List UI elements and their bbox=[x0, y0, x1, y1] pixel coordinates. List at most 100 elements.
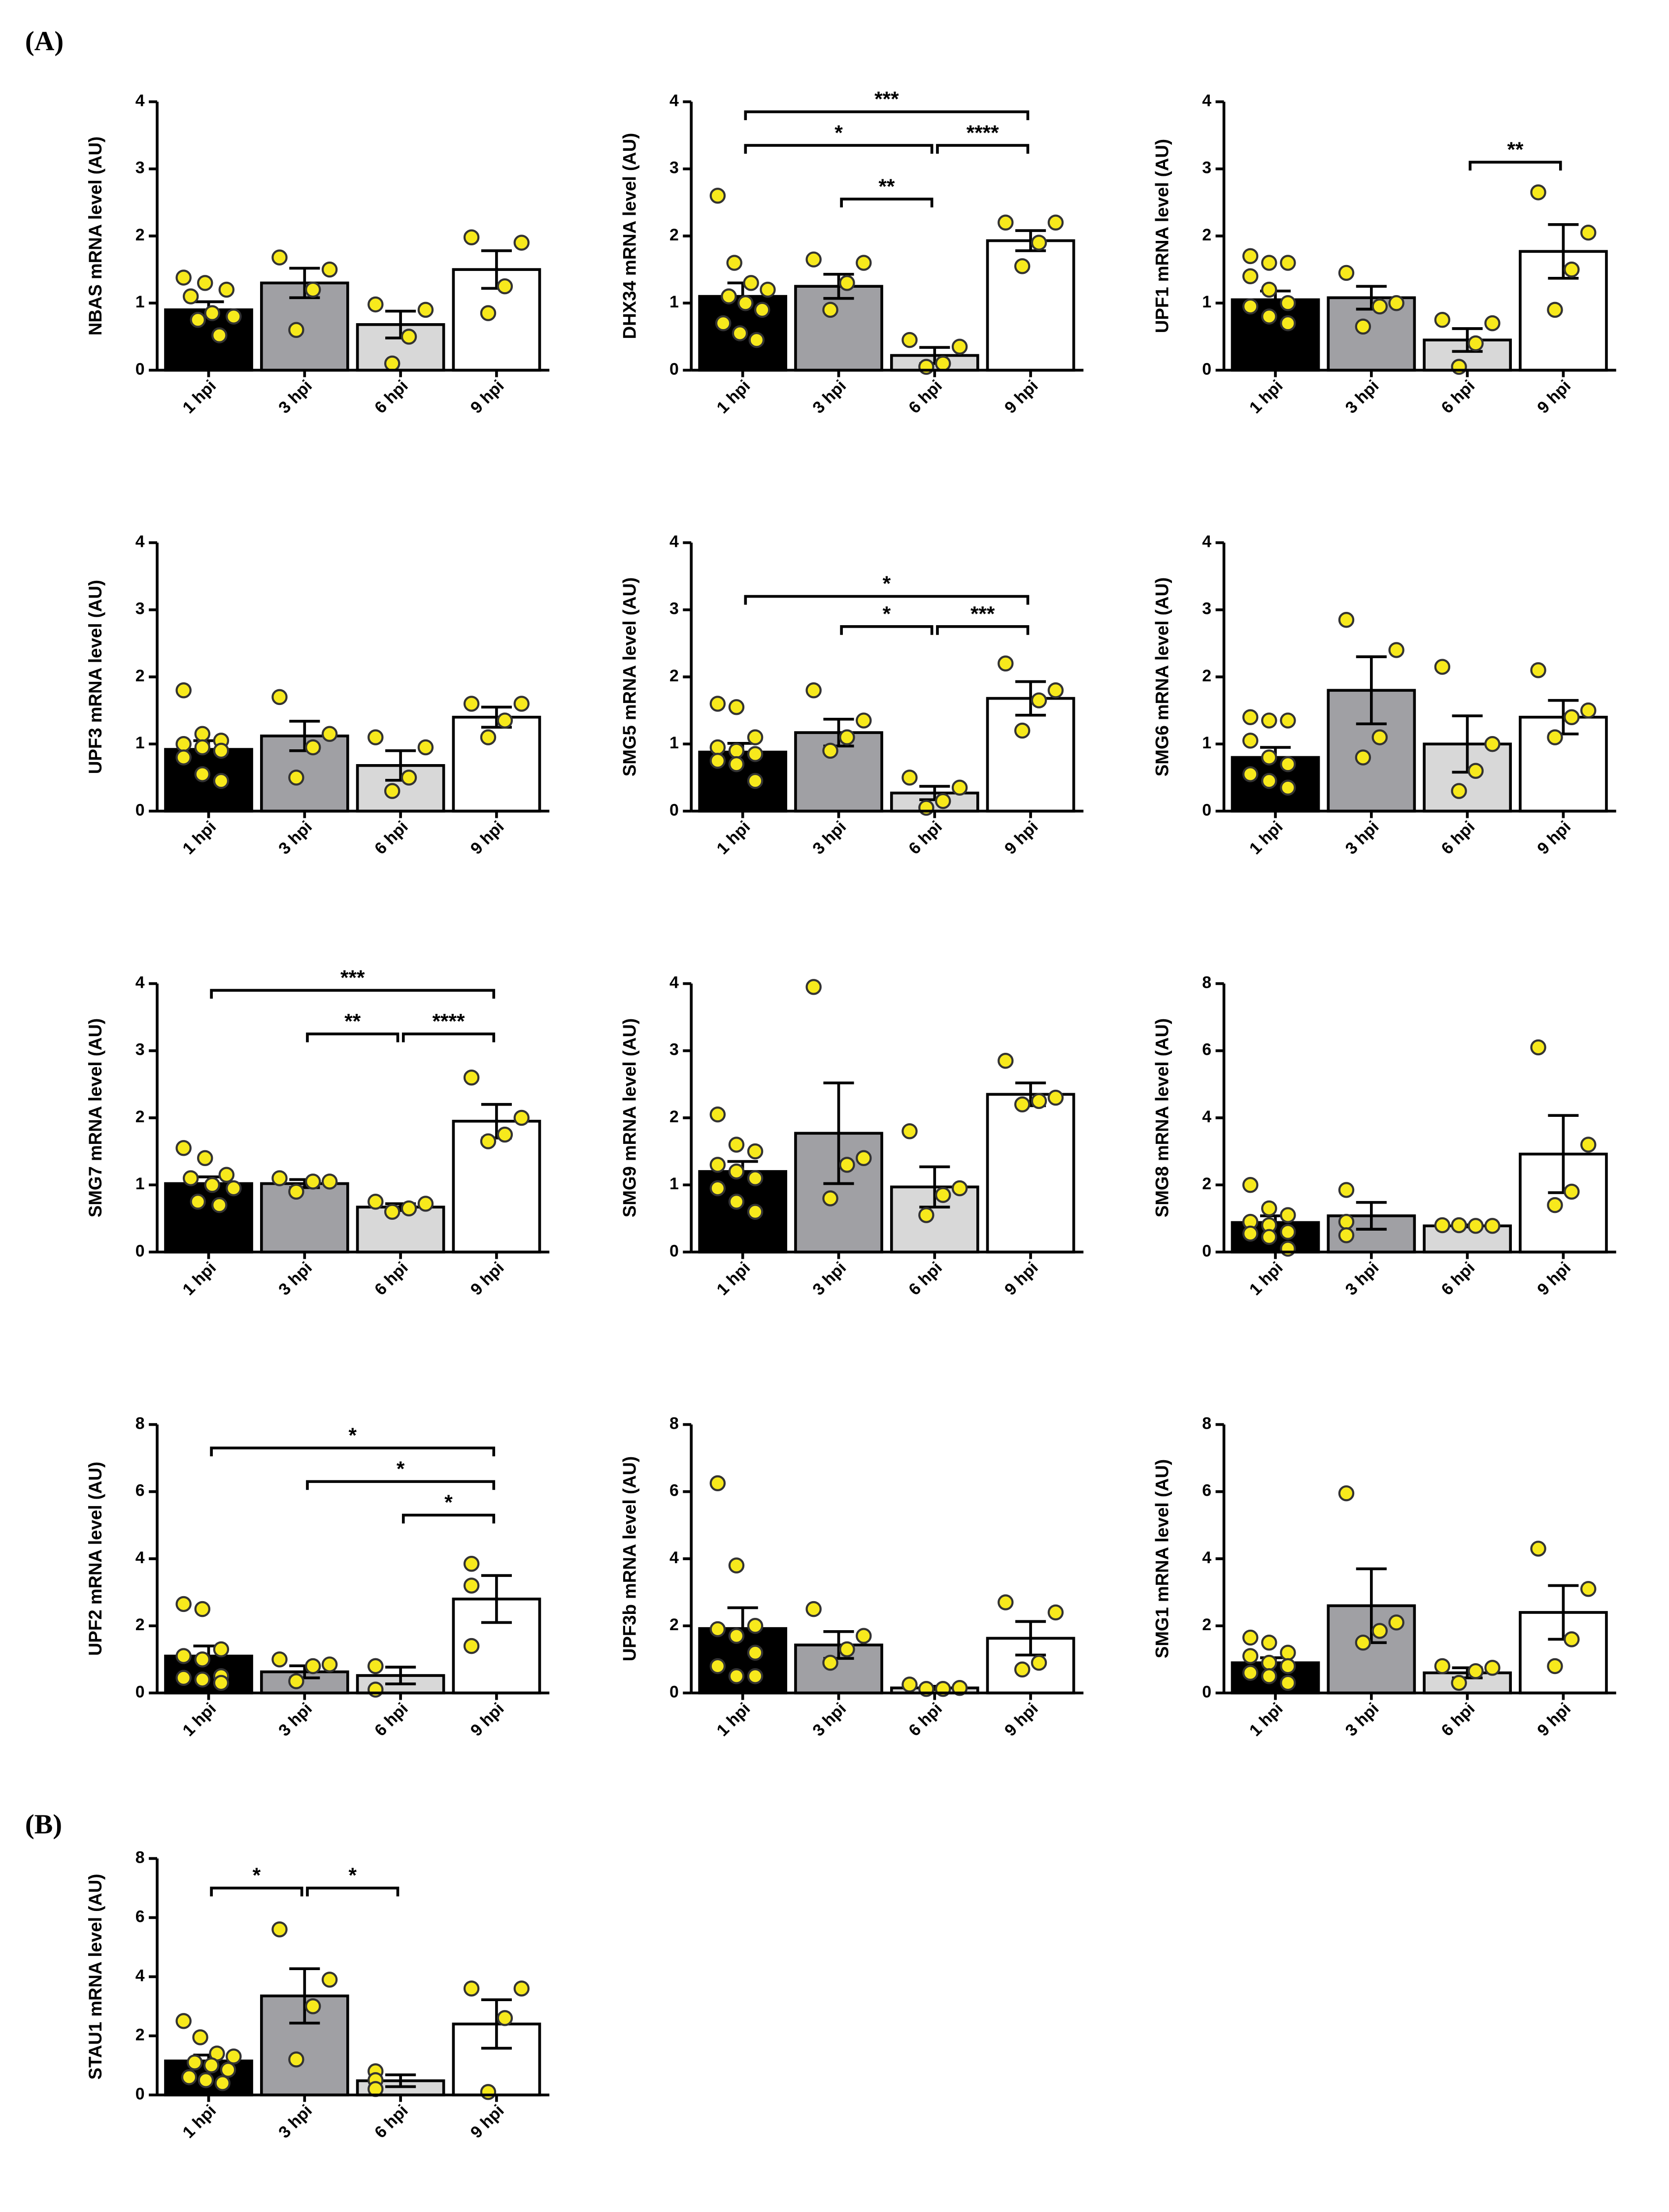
data-point bbox=[951, 1180, 968, 1197]
data-point bbox=[321, 261, 338, 278]
data-point bbox=[1280, 1644, 1296, 1661]
significance-bracket bbox=[744, 144, 934, 154]
data-point bbox=[918, 800, 935, 816]
data-point bbox=[175, 269, 192, 286]
significance-bracket bbox=[840, 198, 934, 208]
data-point bbox=[417, 1196, 434, 1212]
data-point bbox=[305, 1173, 321, 1190]
significance-label: * bbox=[883, 603, 891, 626]
data-point bbox=[728, 1194, 745, 1210]
data-point bbox=[709, 1621, 726, 1638]
data-point bbox=[805, 682, 822, 699]
data-point bbox=[1242, 1629, 1259, 1646]
data-point bbox=[747, 1170, 764, 1186]
data-point bbox=[1014, 258, 1031, 274]
data-point bbox=[305, 1998, 321, 2014]
data-point bbox=[726, 255, 742, 271]
data-point bbox=[747, 729, 764, 745]
y-tick-label: 0 bbox=[1202, 360, 1211, 378]
y-tick-label: 1 bbox=[669, 1174, 679, 1193]
data-point bbox=[856, 1628, 872, 1644]
data-point bbox=[463, 696, 480, 712]
panel-label: (A) bbox=[25, 26, 64, 57]
bar bbox=[452, 1119, 541, 1254]
data-point bbox=[1547, 1658, 1563, 1675]
significance-label: **** bbox=[433, 1009, 465, 1033]
data-point bbox=[747, 1644, 764, 1661]
y-tick-label: 1 bbox=[669, 293, 679, 311]
data-point bbox=[194, 1601, 211, 1617]
data-point bbox=[1031, 235, 1047, 251]
data-point bbox=[1530, 662, 1546, 678]
x-tick-label: 3 hpi bbox=[275, 1699, 316, 1740]
y-tick-label: 3 bbox=[669, 600, 679, 618]
data-point bbox=[1434, 1658, 1451, 1675]
data-point bbox=[1047, 682, 1064, 699]
y-tick-label: 0 bbox=[1202, 1241, 1211, 1260]
data-point bbox=[1434, 312, 1451, 328]
x-tick-label: 3 hpi bbox=[1342, 376, 1383, 417]
data-point bbox=[175, 736, 192, 752]
data-point bbox=[513, 1980, 530, 1997]
data-point bbox=[822, 302, 838, 318]
y-axis-label: UPF3b mRNA level (AU) bbox=[619, 1456, 639, 1662]
y-tick-label: 6 bbox=[669, 1481, 679, 1500]
data-point bbox=[218, 281, 235, 298]
error-bar bbox=[919, 1165, 950, 1209]
data-point bbox=[760, 281, 776, 298]
chart: STAU1 mRNA level (AU) 0 2 4 6 8 1 hpi 3 hpi 6 hp… bbox=[85, 1848, 550, 2142]
data-point bbox=[367, 1194, 384, 1210]
x-tick-label: 3 hpi bbox=[275, 817, 316, 858]
data-point bbox=[288, 322, 304, 338]
error-bar bbox=[289, 1967, 320, 2025]
data-point bbox=[1280, 1658, 1296, 1675]
y-tick-label: 3 bbox=[1202, 600, 1211, 618]
x-tick-label: 3 hpi bbox=[809, 817, 850, 858]
x-tick-label: 3 hpi bbox=[809, 376, 850, 417]
data-point bbox=[728, 699, 745, 715]
data-point bbox=[175, 1648, 192, 1664]
data-point bbox=[1547, 729, 1563, 745]
x-tick-label: 1 hpi bbox=[179, 376, 220, 417]
data-point bbox=[1484, 1660, 1501, 1676]
x-tick-label: 6 hpi bbox=[371, 1699, 412, 1740]
y-tick-label: 8 bbox=[135, 1848, 145, 1867]
data-point bbox=[463, 1577, 480, 1594]
y-tick-label: 4 bbox=[135, 1548, 145, 1567]
x-tick-label: 6 hpi bbox=[1437, 1258, 1478, 1299]
y-axis-label: SMG7 mRNA level (AU) bbox=[85, 1018, 105, 1217]
data-point bbox=[1484, 315, 1501, 332]
x-tick-label: 6 hpi bbox=[1437, 376, 1478, 417]
data-point bbox=[197, 275, 213, 291]
data-point bbox=[497, 712, 513, 729]
data-point bbox=[822, 1190, 838, 1207]
bar bbox=[452, 715, 541, 813]
data-point bbox=[839, 729, 855, 745]
data-point bbox=[1261, 1200, 1277, 1217]
data-point bbox=[288, 1673, 304, 1689]
data-point bbox=[1530, 1039, 1546, 1056]
y-tick-label: 0 bbox=[135, 2084, 145, 2103]
y-tick-label: 2 bbox=[135, 1107, 145, 1126]
data-point bbox=[194, 739, 211, 756]
data-point bbox=[1261, 712, 1277, 729]
data-point bbox=[951, 779, 968, 796]
y-tick-label: 1 bbox=[135, 1174, 145, 1193]
data-point bbox=[211, 1197, 228, 1213]
data-point bbox=[1355, 749, 1371, 766]
data-point bbox=[1280, 756, 1296, 772]
data-point bbox=[748, 332, 765, 348]
y-tick-label: 4 bbox=[135, 533, 145, 551]
data-point bbox=[194, 1671, 211, 1688]
chart: SMG6 mRNA level (AU) 0 1 2 3 4 1 hpi 3 hpi 6 hpi… bbox=[1152, 533, 1616, 858]
data-point bbox=[1242, 268, 1259, 284]
data-point bbox=[709, 188, 726, 204]
x-tick-label: 9 hpi bbox=[1534, 1699, 1574, 1740]
x-tick-label: 9 hpi bbox=[1534, 376, 1574, 417]
data-point bbox=[288, 770, 304, 786]
significance-bracket bbox=[306, 1480, 496, 1490]
x-tick-label: 1 hpi bbox=[1246, 376, 1287, 417]
data-point bbox=[218, 1167, 235, 1183]
error-bar bbox=[481, 1998, 512, 2050]
data-point bbox=[1031, 692, 1047, 708]
